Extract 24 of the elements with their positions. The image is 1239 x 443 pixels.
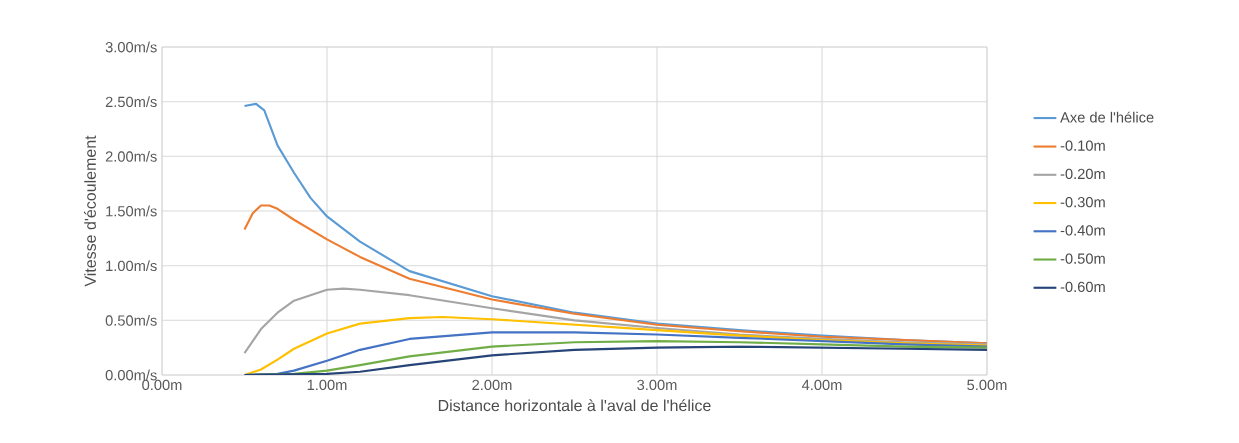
- y-tick-label: 2.50m/s: [105, 96, 157, 108]
- y-tick-label: 0.00m/s: [105, 369, 157, 381]
- y-tick-label: 2.00m/s: [105, 150, 157, 162]
- y-axis-title: Vitesse d'écoulement: [84, 135, 96, 287]
- legend-label: -0.60m: [1060, 281, 1105, 293]
- legend-label: -0.10m: [1060, 140, 1105, 151]
- x-tick-label: 4.00m: [801, 379, 842, 391]
- line-series: [243, 287, 987, 355]
- x-tick-label: 2.00m: [472, 379, 512, 391]
- y-tick-label: 1.00m/s: [106, 260, 157, 272]
- legend-label: -0.30m: [1060, 196, 1105, 208]
- x-tick-label: 0.00m: [142, 379, 182, 391]
- x-tick-label: 1.00m: [307, 379, 347, 391]
- y-tick-label: 3.00m/s: [105, 41, 157, 53]
- legend-label: Axe de l'hélice: [1060, 111, 1154, 123]
- y-tick-label: 1.50m/s: [106, 205, 157, 217]
- line-series: [243, 204, 987, 345]
- x-tick-label: 3.00m: [637, 379, 677, 391]
- y-tick-label: 0.50m/s: [105, 314, 157, 326]
- x-tick-label: 5.00m: [967, 379, 1007, 391]
- legend-label: -0.20m: [1060, 168, 1105, 180]
- x-axis-title: Distance horizontale à l'aval de l'hélice: [438, 399, 711, 412]
- legend-label: -0.40m: [1060, 225, 1105, 236]
- legend-label: -0.50m: [1060, 253, 1105, 264]
